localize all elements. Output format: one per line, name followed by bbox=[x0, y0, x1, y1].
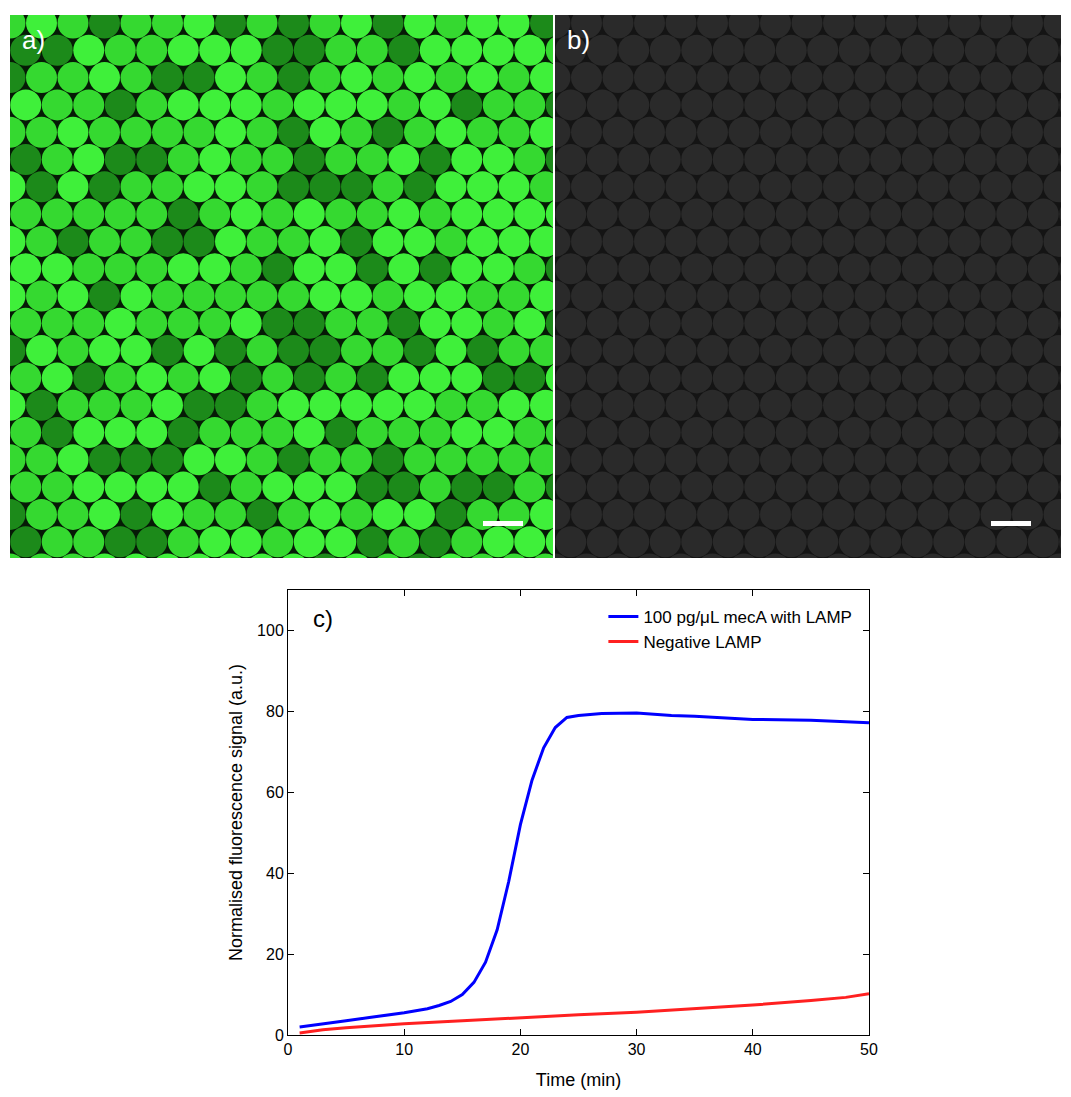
svg-text:10: 10 bbox=[395, 1041, 413, 1058]
svg-text:40: 40 bbox=[266, 865, 284, 882]
svg-text:Normalised fluorescence signal: Normalised fluorescence signal (a.u.) bbox=[226, 664, 246, 961]
svg-text:20: 20 bbox=[266, 946, 284, 963]
svg-text:a): a) bbox=[22, 25, 45, 55]
svg-text:100 pg/μL mecA with LAMP: 100 pg/μL mecA with LAMP bbox=[643, 608, 852, 627]
svg-text:0: 0 bbox=[275, 1027, 284, 1044]
svg-text:c): c) bbox=[313, 605, 333, 632]
svg-text:0: 0 bbox=[284, 1041, 293, 1058]
svg-text:b): b) bbox=[567, 25, 590, 55]
svg-text:50: 50 bbox=[860, 1041, 878, 1058]
svg-text:Time (min): Time (min) bbox=[536, 1070, 621, 1090]
svg-text:Negative LAMP: Negative LAMP bbox=[643, 633, 761, 652]
svg-text:80: 80 bbox=[266, 703, 284, 720]
svg-text:30: 30 bbox=[628, 1041, 646, 1058]
svg-text:40: 40 bbox=[744, 1041, 762, 1058]
svg-text:60: 60 bbox=[266, 784, 284, 801]
svg-text:20: 20 bbox=[512, 1041, 530, 1058]
svg-text:100: 100 bbox=[257, 622, 284, 639]
